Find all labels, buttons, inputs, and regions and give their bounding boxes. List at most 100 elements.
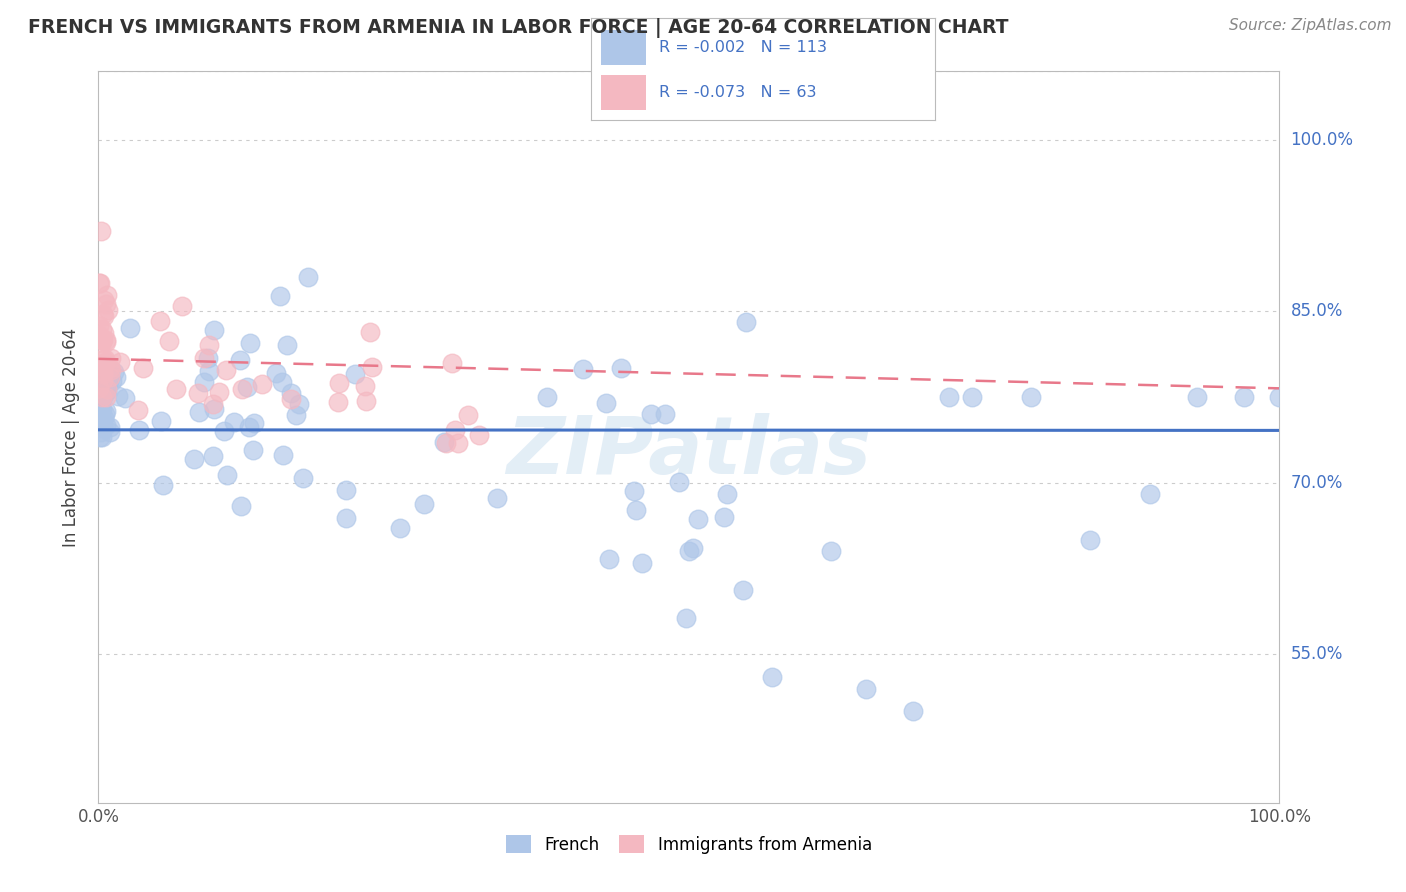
Point xyxy=(280,392,302,407)
Point xyxy=(89,328,111,343)
Point xyxy=(231,382,253,396)
Point xyxy=(276,338,298,352)
Point xyxy=(94,359,117,374)
Point xyxy=(197,364,219,378)
Point xyxy=(91,366,114,380)
Point xyxy=(127,402,149,417)
Point xyxy=(91,365,114,379)
Point xyxy=(264,366,287,380)
Point xyxy=(90,370,112,384)
Point xyxy=(89,412,111,426)
Point xyxy=(93,375,115,389)
Point xyxy=(183,451,205,466)
Point xyxy=(188,404,211,418)
Point xyxy=(447,435,470,450)
Point xyxy=(962,390,984,404)
Point xyxy=(280,385,302,400)
Text: 70.0%: 70.0% xyxy=(1291,474,1343,491)
Point xyxy=(91,373,114,387)
Point xyxy=(90,390,112,404)
Point xyxy=(252,377,274,392)
Point xyxy=(90,401,112,416)
Point xyxy=(236,379,259,393)
Point xyxy=(91,420,114,434)
Point xyxy=(675,611,697,625)
Text: 55.0%: 55.0% xyxy=(1291,645,1343,664)
Point xyxy=(96,382,118,396)
Point xyxy=(640,407,662,421)
Point xyxy=(91,307,114,321)
Text: 85.0%: 85.0% xyxy=(1291,302,1343,320)
Point xyxy=(90,322,112,336)
Point xyxy=(90,359,112,373)
Point xyxy=(100,363,122,377)
Point xyxy=(93,367,115,381)
Point xyxy=(165,382,187,396)
Point xyxy=(328,376,350,391)
Point xyxy=(434,435,457,450)
Point xyxy=(229,353,252,368)
Point xyxy=(595,396,617,410)
Point xyxy=(938,390,960,404)
Point xyxy=(149,414,172,428)
Point xyxy=(93,411,115,425)
Point xyxy=(96,359,118,374)
Point xyxy=(359,326,381,340)
Text: R = -0.073   N = 63: R = -0.073 N = 63 xyxy=(659,86,817,100)
Point xyxy=(297,270,319,285)
Point xyxy=(94,333,117,347)
Point xyxy=(388,521,411,535)
Point xyxy=(90,390,112,404)
Point xyxy=(91,367,114,381)
Point xyxy=(354,379,377,393)
Point xyxy=(467,428,489,442)
Point xyxy=(1080,533,1102,547)
Point xyxy=(94,384,117,399)
Point xyxy=(903,704,925,718)
Point xyxy=(624,503,647,517)
Text: Source: ZipAtlas.com: Source: ZipAtlas.com xyxy=(1229,18,1392,33)
Point xyxy=(212,424,235,438)
Point xyxy=(598,551,620,566)
Point xyxy=(354,393,377,408)
Point xyxy=(93,407,115,421)
Point xyxy=(222,415,245,429)
Point xyxy=(90,430,112,444)
Point xyxy=(90,394,112,409)
Point xyxy=(90,370,112,384)
Point xyxy=(457,409,479,423)
Point xyxy=(87,276,110,290)
Point xyxy=(202,324,225,338)
Point xyxy=(87,381,110,395)
Point xyxy=(413,497,436,511)
Point xyxy=(288,396,311,410)
Point xyxy=(89,319,111,334)
Point xyxy=(571,361,593,376)
Point xyxy=(291,471,314,485)
Point xyxy=(610,360,633,375)
Point xyxy=(114,391,136,405)
Point xyxy=(536,390,558,404)
Point xyxy=(152,478,174,492)
Point xyxy=(202,449,225,463)
Point xyxy=(100,361,122,376)
Point xyxy=(93,352,115,367)
Point xyxy=(90,224,112,238)
Point xyxy=(202,402,225,417)
Point xyxy=(1268,390,1291,404)
Point xyxy=(335,511,357,525)
Point xyxy=(149,313,172,327)
Point xyxy=(170,299,193,313)
Point xyxy=(105,370,128,384)
Text: ZIPatlas: ZIPatlas xyxy=(506,413,872,491)
Point xyxy=(118,321,141,335)
Point xyxy=(87,405,110,419)
Point xyxy=(713,510,735,524)
Point xyxy=(654,407,676,421)
Point xyxy=(1185,390,1208,404)
Point xyxy=(193,351,215,365)
Point xyxy=(131,360,153,375)
Point xyxy=(343,367,366,381)
Point xyxy=(98,370,121,384)
Point xyxy=(242,442,264,457)
